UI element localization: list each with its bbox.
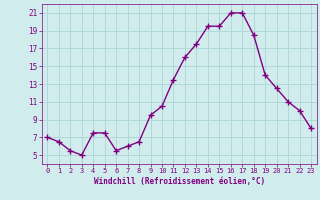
X-axis label: Windchill (Refroidissement éolien,°C): Windchill (Refroidissement éolien,°C) [94,177,265,186]
